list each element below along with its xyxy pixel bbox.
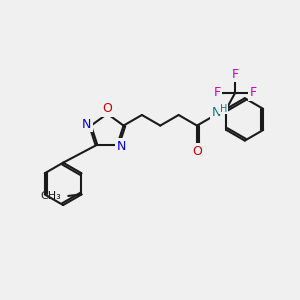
- Text: F: F: [250, 86, 257, 99]
- Text: N: N: [82, 118, 91, 130]
- Text: N: N: [212, 106, 221, 119]
- Text: F: F: [213, 86, 220, 99]
- Text: F: F: [232, 68, 239, 81]
- Text: N: N: [117, 140, 126, 153]
- Text: N: N: [82, 118, 91, 130]
- Text: N: N: [212, 106, 221, 119]
- Text: O: O: [192, 145, 202, 158]
- Text: O: O: [192, 145, 202, 158]
- Text: F: F: [232, 68, 239, 81]
- Text: CH₃: CH₃: [40, 191, 61, 201]
- Text: F: F: [250, 86, 257, 99]
- Text: H: H: [220, 103, 227, 113]
- Text: N: N: [117, 140, 126, 153]
- Text: O: O: [102, 102, 112, 115]
- Text: F: F: [213, 86, 220, 99]
- Text: O: O: [102, 102, 112, 115]
- Text: H: H: [220, 103, 227, 113]
